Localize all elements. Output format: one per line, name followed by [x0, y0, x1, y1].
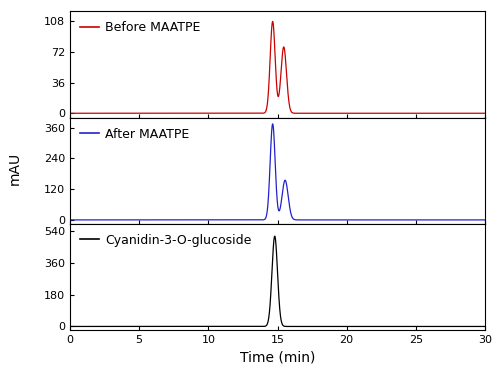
- Text: mAU: mAU: [8, 152, 22, 185]
- Legend: Cyanidin-3-O-glucoside: Cyanidin-3-O-glucoside: [76, 230, 255, 251]
- Legend: Before MAATPE: Before MAATPE: [76, 18, 204, 38]
- Legend: After MAATPE: After MAATPE: [76, 124, 193, 144]
- X-axis label: Time (min): Time (min): [240, 350, 315, 364]
